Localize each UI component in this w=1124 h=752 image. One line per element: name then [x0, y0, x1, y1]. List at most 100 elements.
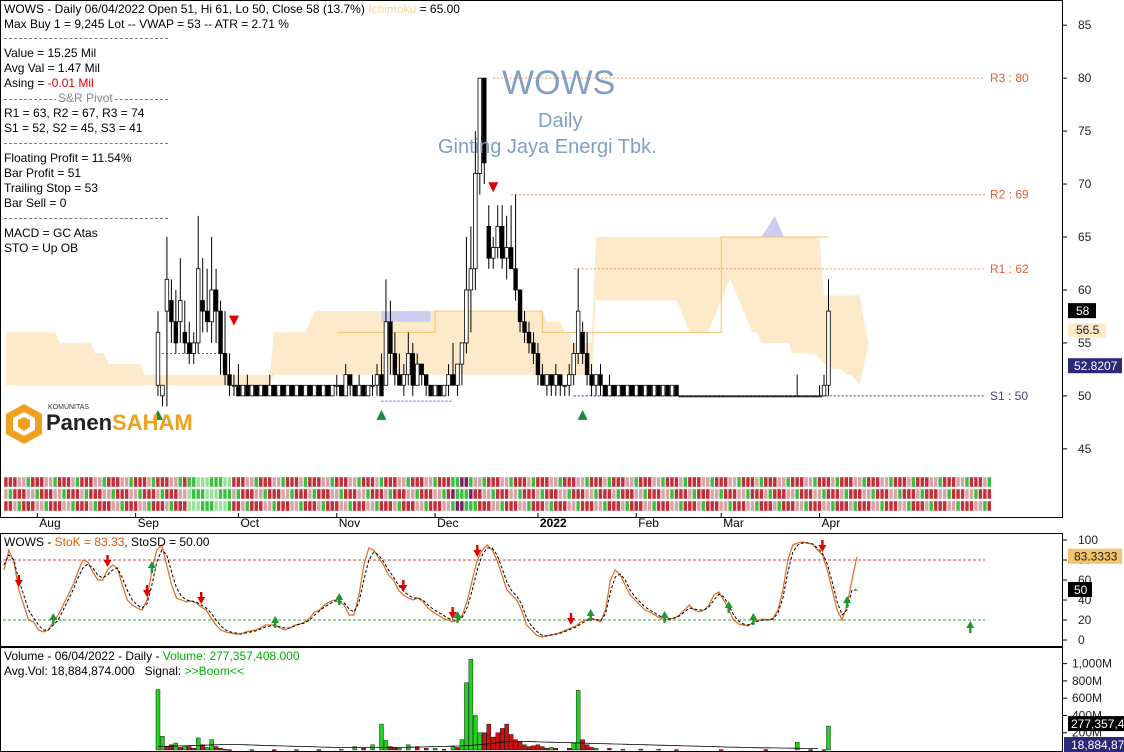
- pattern-cell: [240, 500, 245, 512]
- candle-body: [491, 247, 496, 259]
- pattern-cell: [240, 488, 245, 500]
- pattern-cell: [88, 488, 94, 500]
- candle-body: [227, 374, 232, 386]
- volume-bar: [553, 748, 559, 751]
- candle-body: [191, 342, 196, 354]
- pattern-cell: [951, 500, 956, 512]
- pattern-cell: [365, 476, 371, 488]
- pattern-cell: [222, 476, 228, 488]
- stoch-down-arrow-icon: [451, 607, 454, 612]
- pattern-cell: [441, 488, 447, 500]
- volume-bar: [567, 748, 572, 751]
- pattern-cell: [155, 488, 161, 500]
- pattern-cell: [607, 500, 612, 512]
- pattern-cell: [969, 500, 974, 512]
- candle-body: [754, 395, 760, 398]
- pattern-cell: [781, 488, 786, 500]
- pattern-cell: [696, 476, 701, 488]
- candle-body: [330, 384, 335, 397]
- pattern-cell: [575, 488, 581, 500]
- pattern-cell: [285, 500, 290, 512]
- pattern-cell: [285, 476, 290, 488]
- x-tick-label: 2022: [540, 516, 567, 530]
- pattern-cell: [620, 488, 625, 500]
- pivot-resistance: R1 = 63, R2 = 67, R3 = 74: [4, 106, 145, 120]
- volume-bar: [191, 748, 196, 751]
- pattern-cell: [44, 476, 49, 488]
- pattern-cell: [875, 500, 880, 512]
- pattern-cell: [857, 476, 862, 488]
- pattern-cell: [57, 476, 62, 488]
- y-tick-label: 85: [1078, 18, 1092, 32]
- stoch-down-arrow-icon: [200, 592, 203, 597]
- volume-title-value: Volume: 277,357,408.000: [162, 649, 300, 663]
- pattern-cell: [571, 500, 576, 512]
- pattern-cell: [298, 476, 304, 488]
- pattern-cell: [240, 476, 245, 488]
- pattern-cell: [97, 488, 102, 500]
- pattern-cell: [683, 476, 688, 488]
- pattern-cell: [714, 476, 719, 488]
- pattern-cell: [584, 500, 590, 512]
- pattern-cell: [66, 500, 71, 512]
- volume-bar: [638, 748, 643, 751]
- pattern-cell: [218, 500, 223, 512]
- pattern-cell: [517, 476, 523, 488]
- candle-body: [651, 384, 657, 397]
- pattern-cell: [231, 500, 237, 512]
- pattern-cell: [759, 500, 764, 512]
- pattern-cell: [696, 488, 701, 500]
- pattern-cell: [160, 500, 165, 512]
- kijun-badge: [1068, 323, 1106, 338]
- candle-body: [321, 384, 326, 397]
- pattern-cell: [575, 500, 581, 512]
- pattern-cell: [790, 488, 795, 500]
- info-asing: Asing = -0.01 Mil: [4, 76, 94, 91]
- pattern-cell: [249, 488, 254, 500]
- pattern-cell: [3, 500, 9, 512]
- candle-body: [312, 384, 317, 397]
- stoch-title-prefix: WOWS -: [4, 535, 55, 549]
- pattern-cell: [482, 488, 487, 500]
- pattern-cell: [343, 500, 348, 512]
- pattern-cell: [848, 500, 853, 512]
- watermark-ticker: WOWS: [502, 64, 616, 102]
- pattern-cell: [8, 488, 13, 500]
- pattern-cell: [634, 476, 639, 488]
- pattern-cell: [249, 500, 254, 512]
- stoch-down-arrow-icon: [448, 612, 457, 619]
- x-tick-label: Oct: [240, 516, 259, 530]
- candle-body: [589, 374, 594, 386]
- pattern-cell: [133, 488, 138, 500]
- pattern-cell: [862, 476, 867, 488]
- candle-body: [692, 395, 697, 398]
- pattern-cell: [173, 500, 178, 512]
- pattern-cell: [441, 500, 447, 512]
- pattern-cell: [61, 500, 67, 512]
- pattern-cell: [267, 500, 272, 512]
- stoch-up-arrow-icon: [456, 618, 459, 623]
- volume-bar: [169, 744, 174, 751]
- pattern-cell: [647, 500, 652, 512]
- candle-body: [674, 384, 679, 397]
- pattern-cell: [580, 500, 585, 512]
- candle-body: [504, 247, 509, 259]
- pattern-cell: [826, 500, 831, 512]
- pattern-cell: [611, 500, 616, 512]
- kijun-badge-text: 56.5: [1076, 323, 1100, 337]
- pattern-cell: [169, 500, 174, 512]
- pattern-cell: [870, 476, 876, 488]
- pattern-cell: [93, 500, 98, 512]
- volume-bar: [204, 747, 210, 751]
- pattern-cell: [397, 488, 402, 500]
- pattern-cell: [826, 488, 831, 500]
- pattern-cell: [222, 488, 228, 500]
- candle-body: [705, 395, 710, 398]
- pattern-cell: [236, 476, 241, 488]
- pattern-cell: [879, 476, 885, 488]
- pattern-cell: [687, 476, 692, 488]
- pattern-cell: [124, 500, 129, 512]
- candle-body: [562, 384, 567, 387]
- pattern-cell: [133, 500, 138, 512]
- pattern-cell: [660, 500, 666, 512]
